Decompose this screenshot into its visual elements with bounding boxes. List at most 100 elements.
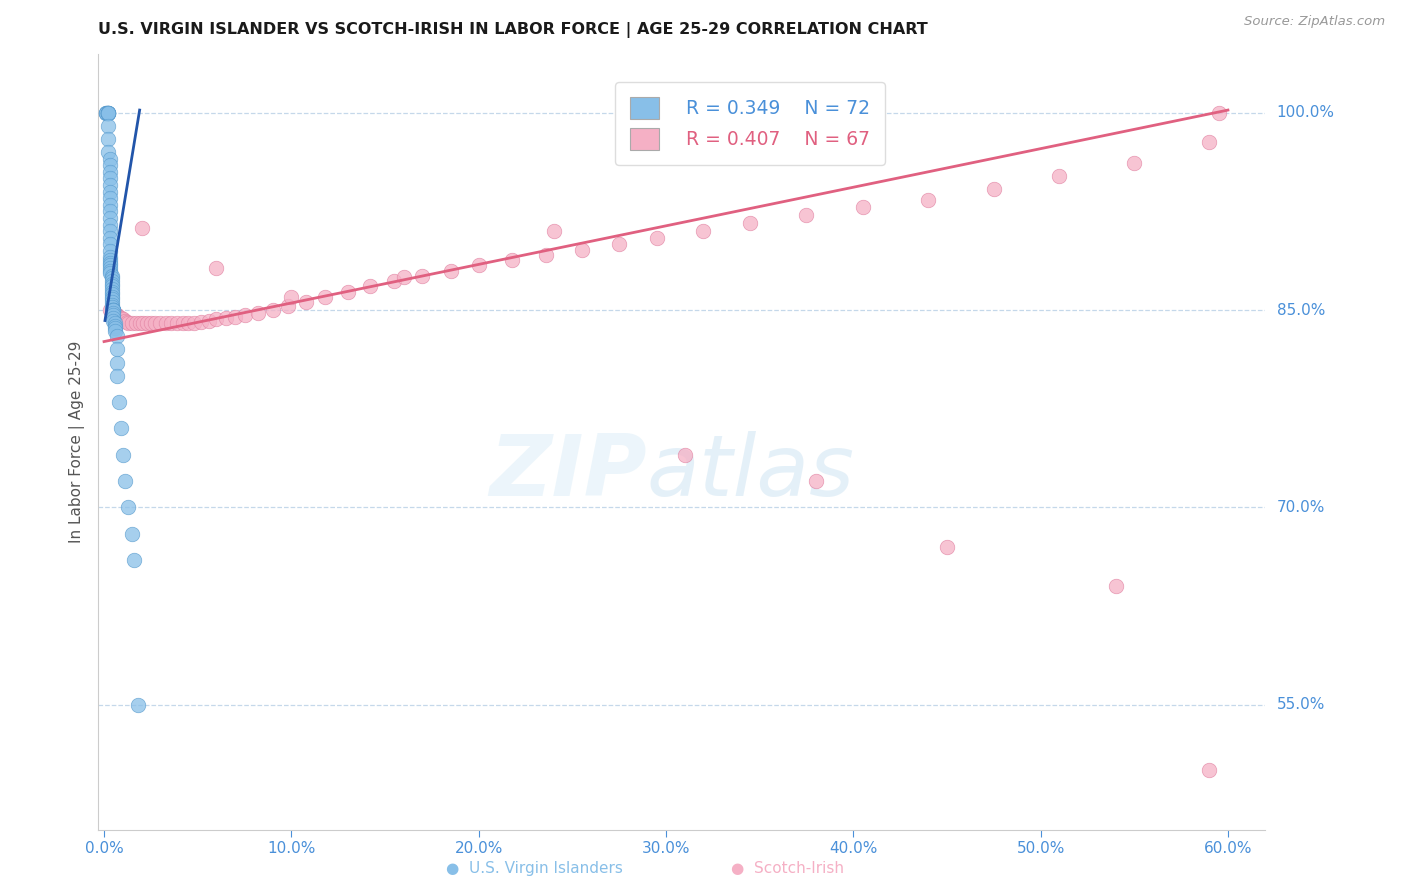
Point xyxy=(98,237,121,252)
Point xyxy=(411,268,433,283)
Point xyxy=(110,310,132,325)
Point xyxy=(100,279,122,293)
Point xyxy=(98,198,121,212)
Point xyxy=(110,421,132,435)
Point xyxy=(122,553,145,567)
Point xyxy=(94,105,117,120)
Point xyxy=(692,224,714,238)
Point xyxy=(262,303,284,318)
Point xyxy=(852,201,875,215)
Point xyxy=(98,165,121,179)
Point xyxy=(127,698,149,712)
Text: 100.0%: 100.0% xyxy=(1277,105,1334,120)
Point xyxy=(740,216,762,230)
Point xyxy=(97,105,120,120)
Point xyxy=(105,329,128,343)
Point xyxy=(97,145,120,160)
Point xyxy=(100,271,122,285)
Point xyxy=(1198,764,1220,778)
Point xyxy=(100,301,122,315)
Point xyxy=(359,279,381,293)
Text: 85.0%: 85.0% xyxy=(1277,302,1324,318)
Point xyxy=(1104,579,1126,593)
Text: 55.0%: 55.0% xyxy=(1277,698,1324,712)
Point xyxy=(804,474,827,488)
Point xyxy=(98,158,121,172)
Point xyxy=(983,182,1005,196)
Point xyxy=(97,105,120,120)
Point xyxy=(917,193,939,207)
Point xyxy=(98,218,121,232)
Point xyxy=(103,303,125,318)
Point xyxy=(205,260,228,275)
Point xyxy=(103,305,125,319)
Point xyxy=(121,316,143,330)
Point xyxy=(100,274,122,288)
Point xyxy=(100,268,122,283)
Point xyxy=(100,290,122,304)
Text: ●  U.S. Virgin Islanders: ● U.S. Virgin Islanders xyxy=(446,861,623,876)
Point xyxy=(205,312,228,326)
Point xyxy=(233,308,256,322)
Point xyxy=(94,105,117,120)
Point xyxy=(143,316,166,330)
Point xyxy=(100,293,122,307)
Point xyxy=(103,308,125,322)
Point xyxy=(114,474,136,488)
Point xyxy=(673,448,696,462)
Point xyxy=(97,105,120,120)
Point xyxy=(115,315,138,329)
Point xyxy=(104,321,127,335)
Point xyxy=(98,191,121,205)
Point xyxy=(128,316,150,330)
Point xyxy=(104,307,127,321)
Legend:   R = 0.349    N = 72,   R = 0.407    N = 67: R = 0.349 N = 72, R = 0.407 N = 67 xyxy=(616,82,884,165)
Point xyxy=(105,356,128,370)
Point xyxy=(104,316,127,330)
Point xyxy=(105,368,128,383)
Point xyxy=(467,258,489,272)
Point xyxy=(160,316,183,330)
Point xyxy=(98,244,121,258)
Point xyxy=(111,312,134,326)
Point xyxy=(1123,155,1146,169)
Point xyxy=(94,105,117,120)
Point xyxy=(155,316,177,330)
Point xyxy=(139,316,162,330)
Point xyxy=(105,308,128,322)
Point xyxy=(98,204,121,219)
Point xyxy=(100,277,122,291)
Point xyxy=(183,316,205,330)
Point xyxy=(280,290,302,304)
Point xyxy=(98,253,121,268)
Point xyxy=(100,298,122,312)
Point xyxy=(97,105,120,120)
Point xyxy=(103,313,125,327)
Point xyxy=(98,266,121,280)
Point xyxy=(439,263,461,277)
Point xyxy=(98,171,121,186)
Point xyxy=(534,248,557,262)
Point xyxy=(105,343,128,357)
Point xyxy=(224,310,246,324)
Text: ZIP: ZIP xyxy=(489,431,647,514)
Text: Source: ZipAtlas.com: Source: ZipAtlas.com xyxy=(1244,15,1385,29)
Point xyxy=(108,310,131,324)
Point xyxy=(796,208,818,222)
Point xyxy=(117,316,139,330)
Point xyxy=(149,316,172,330)
Text: atlas: atlas xyxy=(647,431,855,514)
Point xyxy=(98,230,121,244)
Point xyxy=(277,299,299,313)
Point xyxy=(98,185,121,199)
Point xyxy=(125,316,148,330)
Point xyxy=(98,263,121,277)
Point xyxy=(108,395,131,409)
Point xyxy=(314,290,336,304)
Point xyxy=(295,295,318,310)
Point xyxy=(1208,105,1230,120)
Point xyxy=(98,255,121,269)
Point xyxy=(172,316,194,330)
Point xyxy=(103,303,125,318)
Point xyxy=(100,295,122,310)
